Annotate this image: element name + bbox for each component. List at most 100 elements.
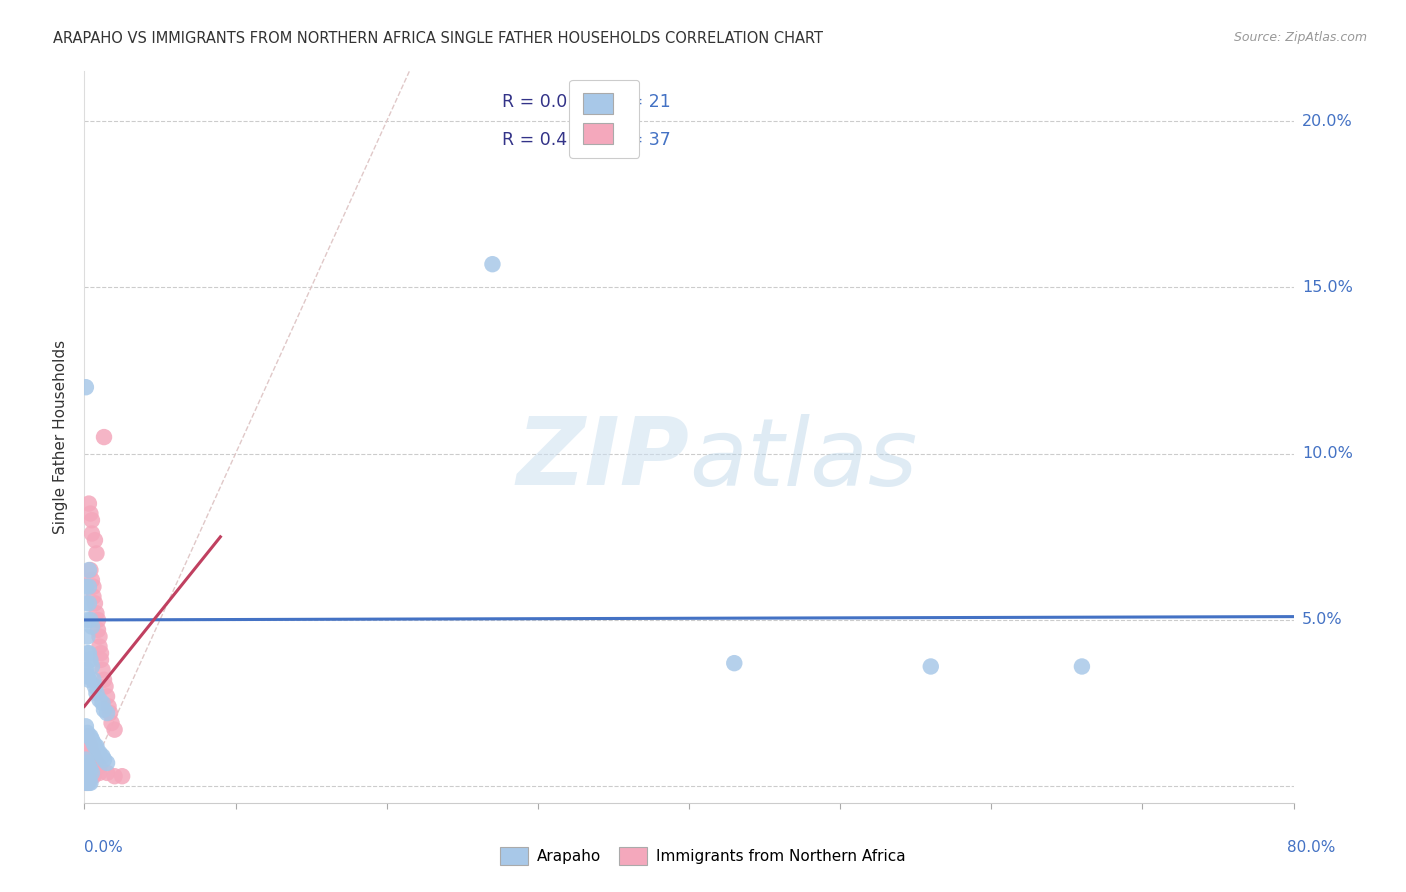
Point [84, 739, 107, 754]
Point [80, 513, 103, 527]
Point [75, 765, 97, 780]
Point [82, 736, 104, 750]
Point [79, 739, 101, 754]
Point [75, 719, 97, 733]
Point [77, 646, 100, 660]
Legend: Arapaho, Immigrants from Northern Africa: Arapaho, Immigrants from Northern Africa [494, 841, 912, 871]
Text: 0.0%: 0.0% [84, 840, 124, 855]
Point [920, 659, 942, 673]
Point [75, 580, 97, 594]
Text: R = 0.017: R = 0.017 [502, 94, 589, 112]
Point [80, 573, 103, 587]
Point [104, 723, 127, 737]
Point [75, 753, 97, 767]
Point [77, 759, 100, 773]
Point [76, 776, 98, 790]
Point [77, 776, 100, 790]
Point [1071, 659, 1094, 673]
Point [86, 739, 108, 754]
Text: N = 37: N = 37 [610, 131, 671, 149]
Point [100, 716, 122, 731]
Point [91, 749, 114, 764]
Point [86, 607, 108, 621]
Point [96, 765, 118, 780]
Point [89, 640, 111, 654]
Point [82, 673, 104, 687]
Point [82, 769, 104, 783]
Point [93, 673, 115, 687]
Point [75, 776, 97, 790]
Point [481, 257, 503, 271]
Point [77, 765, 100, 780]
Point [79, 613, 101, 627]
Point [75, 380, 97, 394]
Point [75, 769, 97, 783]
Point [77, 497, 100, 511]
Point [76, 726, 98, 740]
Point [80, 732, 103, 747]
Point [77, 673, 100, 687]
Point [87, 623, 110, 637]
Point [79, 507, 101, 521]
Text: Source: ZipAtlas.com: Source: ZipAtlas.com [1233, 31, 1367, 45]
Point [75, 663, 97, 677]
Point [82, 749, 104, 764]
Point [89, 692, 111, 706]
Point [79, 776, 101, 790]
Point [76, 646, 98, 660]
Point [75, 772, 97, 787]
Point [84, 533, 107, 548]
Point [90, 653, 112, 667]
Point [80, 526, 103, 541]
Point [89, 759, 111, 773]
Point [77, 736, 100, 750]
Point [79, 563, 101, 577]
Point [86, 756, 108, 770]
Point [723, 656, 745, 670]
Point [96, 756, 118, 770]
Point [89, 746, 111, 760]
Point [84, 680, 107, 694]
Point [77, 580, 100, 594]
Point [75, 776, 97, 790]
Point [80, 746, 103, 760]
Point [89, 630, 111, 644]
Point [93, 753, 115, 767]
Point [77, 763, 100, 777]
Point [104, 769, 127, 783]
Text: 80.0%: 80.0% [1288, 840, 1336, 855]
Point [89, 765, 111, 780]
Point [91, 696, 114, 710]
Point [80, 659, 103, 673]
Point [75, 596, 97, 610]
Point [86, 686, 108, 700]
Legend: , : , [569, 79, 640, 158]
Point [79, 763, 101, 777]
Point [76, 756, 98, 770]
Point [77, 596, 100, 610]
Point [76, 772, 98, 787]
Point [86, 546, 108, 560]
Point [82, 590, 104, 604]
Point [76, 613, 98, 627]
Point [76, 776, 98, 790]
Point [75, 759, 97, 773]
Text: R = 0.412: R = 0.412 [502, 131, 589, 149]
Point [76, 729, 98, 743]
Point [97, 699, 120, 714]
Text: 10.0%: 10.0% [1302, 446, 1353, 461]
Text: ARAPAHO VS IMMIGRANTS FROM NORTHERN AFRICA SINGLE FATHER HOUSEHOLDS CORRELATION : ARAPAHO VS IMMIGRANTS FROM NORTHERN AFRI… [53, 31, 824, 46]
Point [96, 690, 118, 704]
Point [76, 769, 98, 783]
Point [94, 680, 117, 694]
Text: 15.0%: 15.0% [1302, 280, 1353, 295]
Text: ZIP: ZIP [516, 413, 689, 505]
Point [84, 596, 107, 610]
Point [96, 706, 118, 720]
Point [76, 630, 98, 644]
Point [77, 729, 100, 743]
Point [98, 706, 121, 720]
Text: N = 21: N = 21 [610, 94, 671, 112]
Point [77, 563, 100, 577]
Point [90, 646, 112, 660]
